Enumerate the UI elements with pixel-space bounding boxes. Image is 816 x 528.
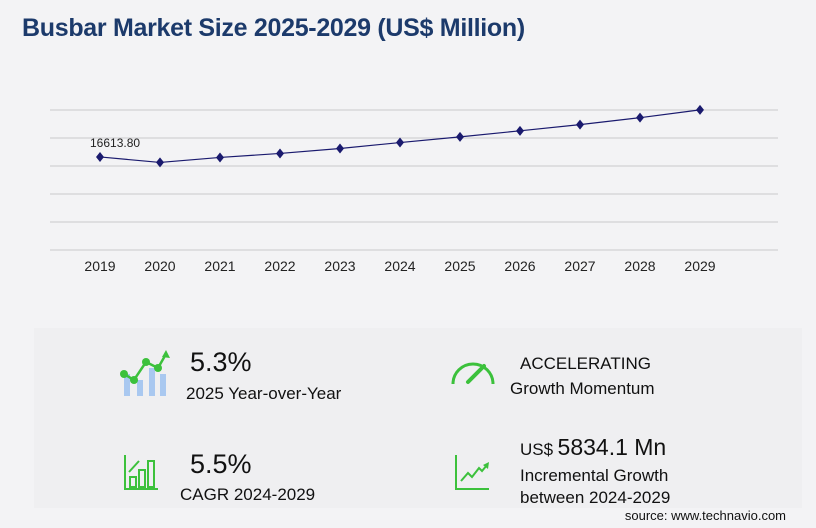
yoy-value: 5.3% xyxy=(190,347,252,377)
data-point xyxy=(96,151,104,162)
bar-growth-icon xyxy=(124,455,158,490)
x-tick-label: 2029 xyxy=(684,258,715,274)
x-tick-label: 2023 xyxy=(324,258,355,274)
currency-prefix: US$ xyxy=(520,440,554,459)
incremental-amount: 5834.1 Mn xyxy=(557,434,667,460)
incremental-value: US$ 5834.1 Mn xyxy=(520,434,666,461)
x-tick-label: 2028 xyxy=(624,258,655,274)
x-tick-label: 2027 xyxy=(564,258,595,274)
x-tick-label: 2024 xyxy=(384,258,415,274)
growth-chart-icon xyxy=(120,350,170,396)
series-line xyxy=(99,109,701,164)
stats-panel xyxy=(34,328,802,508)
data-point xyxy=(336,143,344,154)
data-point xyxy=(696,104,704,115)
data-point xyxy=(396,137,404,148)
x-tick-label: 2026 xyxy=(504,258,535,274)
data-point xyxy=(516,125,524,136)
cagr-label: CAGR 2024-2029 xyxy=(180,485,316,504)
momentum-value: ACCELERATING xyxy=(520,354,651,373)
x-tick-label: 2020 xyxy=(144,258,175,274)
data-point xyxy=(636,112,644,123)
yoy-label: 2025 Year-over-Year xyxy=(186,384,342,403)
data-point xyxy=(456,131,464,142)
momentum-label: Growth Momentum xyxy=(510,379,655,398)
incremental-label-1: Incremental Growth xyxy=(520,466,669,485)
trend-up-icon xyxy=(455,455,489,490)
cagr-value: 5.5% xyxy=(190,449,252,479)
line-chart: 2019 16613.80 2020 2021 2022 2023 2024 2025 2026… xyxy=(50,104,778,274)
speedometer-icon xyxy=(451,362,495,385)
x-tick-label: 2025 xyxy=(444,258,475,274)
source-text: source: www.technavio.com xyxy=(624,508,786,523)
data-point xyxy=(576,119,584,130)
x-tick-label: 2019 xyxy=(84,258,115,274)
data-point xyxy=(216,152,224,163)
data-point xyxy=(276,148,284,159)
chart-title: Busbar Market Size 2025-2029 (US$ Millio… xyxy=(22,14,525,42)
data-label: 16613.80 xyxy=(90,136,140,150)
x-tick-label: 2021 xyxy=(204,258,235,274)
x-tick-label: 2022 xyxy=(264,258,295,274)
incremental-label-2: between 2024-2029 xyxy=(520,488,671,507)
data-point xyxy=(156,157,164,168)
